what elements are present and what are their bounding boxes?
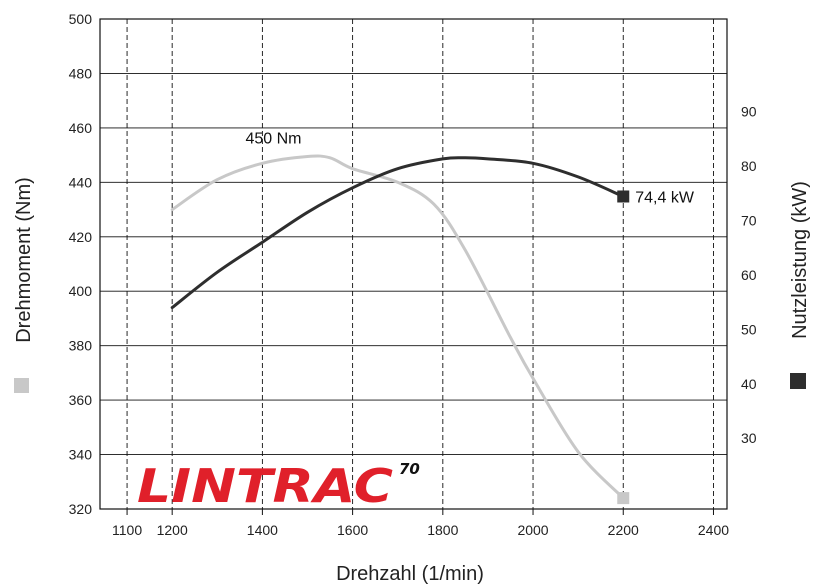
series-layer: 450 Nm 74,4 kW — [170, 130, 695, 505]
power-end-marker — [617, 190, 630, 203]
y-right-tick-label: 50 — [741, 321, 757, 337]
x-tick-label: 1800 — [427, 522, 458, 538]
max-power-label: 74,4 kW — [635, 189, 695, 206]
x-tick-label: 2400 — [698, 522, 729, 538]
power-series-line — [170, 156, 625, 310]
y-left-tick-label: 500 — [69, 11, 93, 27]
y-left-tick-label: 360 — [69, 392, 93, 408]
y-axis-right-title: Nutzleistung (kW) — [789, 181, 811, 339]
x-tick-label: 1100 — [112, 522, 142, 538]
tick-labels: 320 340 360 380 400 420 440 460 480 500 1100 1200 14… — [69, 11, 757, 538]
y-left-tick-label: 480 — [69, 65, 93, 81]
lintrac-logo: LINTRAC 70 — [137, 459, 420, 513]
x-tick-label: 2200 — [608, 522, 639, 538]
y-right-tick-label: 30 — [741, 430, 757, 446]
x-tick-label: 1200 — [157, 522, 188, 538]
y-left-tick-label: 380 — [69, 338, 93, 354]
y-right-tick-label: 80 — [741, 158, 757, 174]
x-tick-label: 2000 — [517, 522, 548, 538]
y-right-tick-label: 40 — [741, 376, 757, 392]
plot-frame — [99, 18, 728, 510]
y-right-tick-label: 90 — [741, 104, 757, 120]
torque-series-line — [170, 154, 625, 500]
y-left-tick-label: 460 — [69, 120, 93, 136]
y-left-tick-label: 420 — [69, 229, 93, 245]
y-left-tick-label: 320 — [69, 501, 93, 517]
x-tick-label: 1600 — [337, 522, 368, 538]
y-axis-left-title: Drehmoment (Nm) — [13, 177, 35, 343]
logo-superscript: 70 — [399, 460, 420, 478]
y-right-tick-label: 70 — [741, 212, 757, 228]
x-axis-title: Drehzahl (1/min) — [336, 563, 484, 585]
grid — [99, 18, 728, 515]
y-left-tick-label: 340 — [69, 447, 93, 463]
x-tick-label: 1400 — [247, 522, 278, 538]
power-legend-marker — [790, 373, 806, 389]
torque-end-marker — [617, 492, 630, 505]
logo-text: LINTRAC — [137, 459, 393, 513]
y-left-tick-label: 400 — [69, 283, 93, 299]
torque-legend-marker — [14, 378, 29, 393]
y-right-tick-label: 60 — [741, 267, 757, 283]
max-torque-label: 450 Nm — [245, 130, 301, 147]
y-left-tick-label: 440 — [69, 174, 93, 190]
